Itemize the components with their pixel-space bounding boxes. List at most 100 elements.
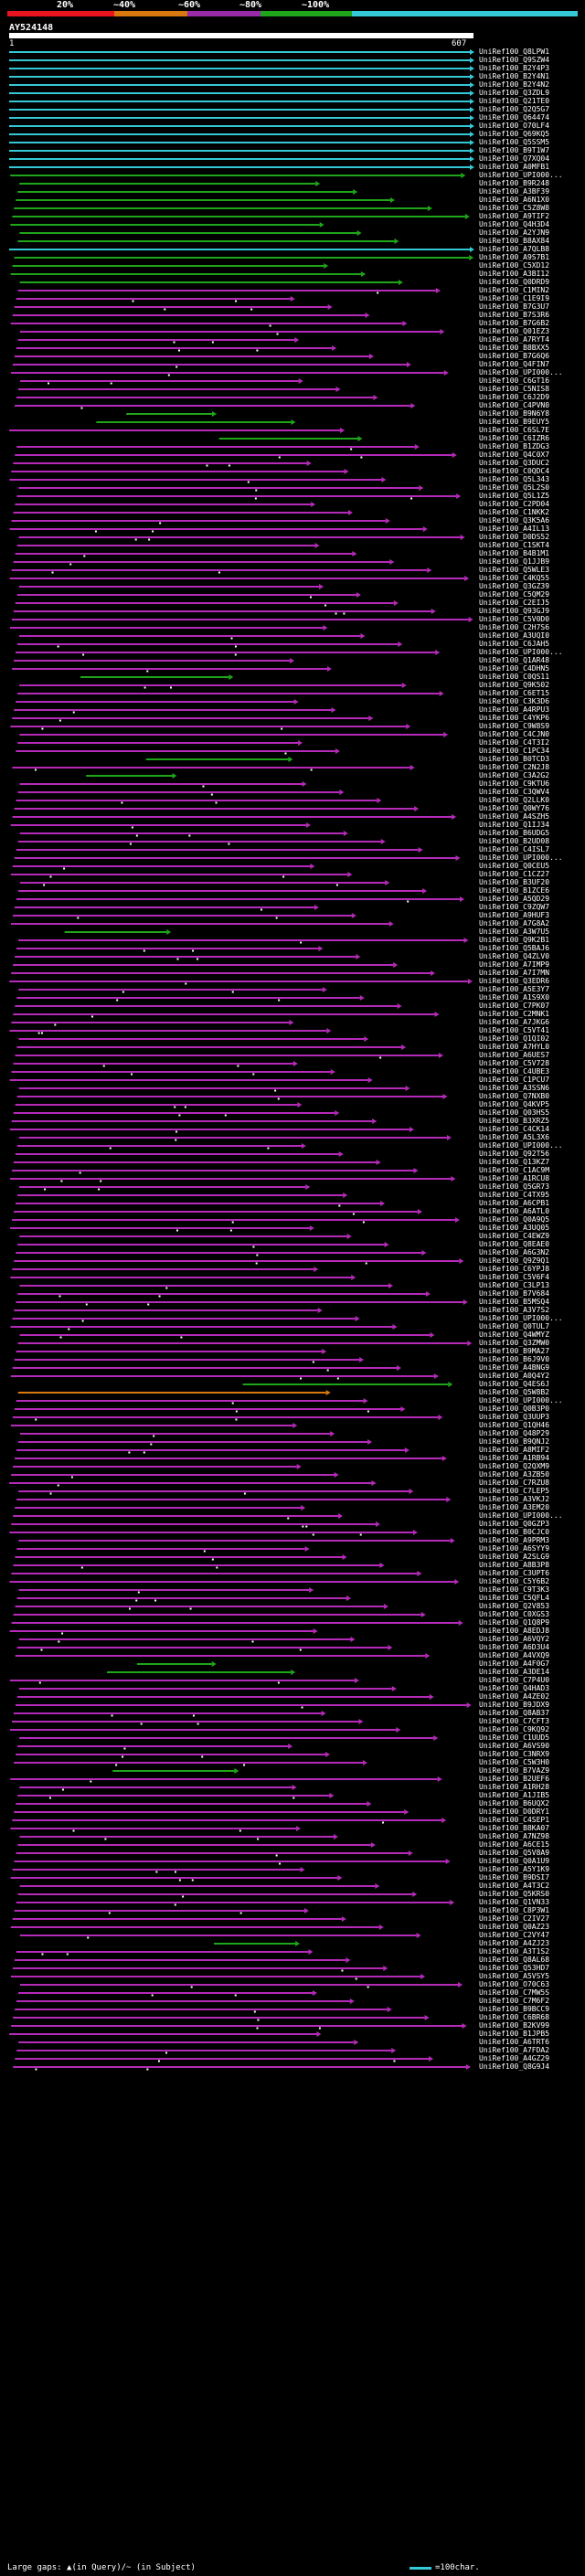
hit-label[interactable]: UniRef100_Q0AZ23 — [479, 1923, 550, 1931]
hit-label[interactable]: UniRef100_B9QNJ2 — [479, 1437, 550, 1446]
hit-label[interactable]: UniRef100_Q5KRS0 — [479, 1890, 550, 1898]
hit-label[interactable]: UniRef100_Q2QXM9 — [479, 1462, 550, 1470]
hit-label[interactable]: UniRef100_A8MIF2 — [479, 1446, 550, 1454]
hit-label[interactable]: UniRef100_Q5L2S0 — [479, 483, 550, 492]
hit-label[interactable]: UniRef100_A8EDJ8 — [479, 1627, 550, 1635]
hit-label[interactable]: UniRef100_B9BCC9 — [479, 2005, 550, 2013]
hit-label[interactable]: UniRef100_A6N1X0 — [479, 196, 550, 204]
hit-label[interactable]: UniRef100_A4BNG9 — [479, 1363, 550, 1372]
hit-label[interactable]: UniRef100_Q1IJ34 — [479, 821, 550, 829]
hit-label[interactable]: UniRef100_Q0B3P0 — [479, 1405, 550, 1413]
hit-label[interactable]: UniRef100_Q1AR48 — [479, 656, 550, 664]
hit-label[interactable]: UniRef100_C4KQ55 — [479, 574, 550, 582]
hit-label[interactable]: UniRef100_B7G3U7 — [479, 302, 550, 311]
hit-label[interactable]: UniRef100_C4ISL7 — [479, 845, 550, 853]
hit-label[interactable]: UniRef100_A7FDA2 — [479, 2046, 550, 2054]
hit-label[interactable]: UniRef100_C0QDC4 — [479, 467, 550, 475]
hit-label[interactable]: UniRef100_UPI000... — [479, 648, 563, 656]
hit-label[interactable]: UniRef100_B6J9V0 — [479, 1355, 550, 1363]
hit-label[interactable]: UniRef100_Q9K502 — [479, 681, 550, 689]
hit-label[interactable]: UniRef100_A7JKG6 — [479, 1018, 550, 1026]
hit-label[interactable]: UniRef100_Q1Q8P9 — [479, 1618, 550, 1627]
hit-label[interactable]: UniRef100_B9DSI7 — [479, 1873, 550, 1882]
hit-label[interactable]: UniRef100_A1S9X0 — [479, 993, 550, 1002]
hit-label[interactable]: UniRef100_O70C63 — [479, 1980, 550, 1988]
hit-label[interactable]: UniRef100_A2YJN9 — [479, 228, 550, 237]
hit-label[interactable]: UniRef100_A6VS90 — [479, 1742, 550, 1750]
hit-label[interactable]: UniRef100_Q4C0X7 — [479, 451, 550, 459]
hit-label[interactable]: UniRef100_Q03HS5 — [479, 1108, 550, 1117]
hit-label[interactable]: UniRef100_C3LP13 — [479, 1281, 550, 1289]
hit-label[interactable]: UniRef100_C1CZ27 — [479, 870, 550, 878]
hit-label[interactable]: UniRef100_C3UPT6 — [479, 1569, 550, 1577]
hit-label[interactable]: UniRef100_C1E9I9 — [479, 294, 550, 302]
hit-label[interactable]: UniRef100_D0DS52 — [479, 533, 550, 541]
hit-label[interactable]: UniRef100_C2N2J8 — [479, 763, 550, 771]
hit-label[interactable]: UniRef100_A5VSY5 — [479, 1972, 550, 1980]
hit-label[interactable]: UniRef100_A3V7S2 — [479, 1306, 550, 1314]
hit-label[interactable]: UniRef100_B2Y4N2 — [479, 80, 550, 89]
hit-label[interactable]: UniRef100_C3QWV4 — [479, 788, 550, 796]
hit-label[interactable]: UniRef100_A7NZ98 — [479, 1832, 550, 1840]
hit-label[interactable]: UniRef100_B7V684 — [479, 1289, 550, 1298]
hit-label[interactable]: UniRef100_A3BI12 — [479, 270, 550, 278]
hit-label[interactable]: UniRef100_B9JDX9 — [479, 1701, 550, 1709]
hit-label[interactable]: UniRef100_A6SYY9 — [479, 1544, 550, 1553]
hit-label[interactable]: UniRef100_C5QFL4 — [479, 1594, 550, 1602]
hit-label[interactable]: UniRef100_C5NIS8 — [479, 385, 550, 393]
hit-label[interactable]: UniRef100_Q0WY76 — [479, 804, 550, 812]
hit-label[interactable]: UniRef100_C6BR68 — [479, 2013, 550, 2021]
hit-label[interactable]: UniRef100_B7G6B2 — [479, 319, 550, 327]
hit-label[interactable]: UniRef100_UPI000... — [479, 853, 563, 862]
hit-label[interactable]: UniRef100_A6TRT6 — [479, 2038, 550, 2046]
hit-label[interactable]: UniRef100_Q0A1U9 — [479, 1857, 550, 1865]
hit-label[interactable]: UniRef100_C4UBE3 — [479, 1067, 550, 1076]
hit-label[interactable]: UniRef100_Q4ZLV0 — [479, 952, 550, 960]
hit-label[interactable]: UniRef100_C3A2G2 — [479, 771, 550, 779]
hit-label[interactable]: UniRef100_Q0TUL7 — [479, 1322, 550, 1330]
hit-label[interactable]: UniRef100_A6ATL0 — [479, 1207, 550, 1215]
hit-label[interactable]: UniRef100_C5Z8W8 — [479, 204, 550, 212]
hit-label[interactable]: UniRef100_Q5L1Z5 — [479, 492, 550, 500]
hit-label[interactable]: UniRef100_C9KTU6 — [479, 779, 550, 788]
hit-label[interactable]: UniRef100_C1MIN2 — [479, 286, 550, 294]
hit-label[interactable]: UniRef100_A9HUF3 — [479, 911, 550, 919]
hit-label[interactable]: UniRef100_Q64474 — [479, 113, 550, 122]
hit-label[interactable]: UniRef100_B0TCD3 — [479, 755, 550, 763]
hit-label[interactable]: UniRef100_Q2Q5G7 — [479, 105, 550, 113]
hit-label[interactable]: UniRef100_Q2V853 — [479, 1602, 550, 1610]
hit-label[interactable]: UniRef100_C8P3W1 — [479, 1906, 550, 1914]
hit-label[interactable]: UniRef100_C5V0D0 — [479, 615, 550, 623]
hit-label[interactable]: UniRef100_C7LEP5 — [479, 1487, 550, 1495]
hit-label[interactable]: UniRef100_Q8EAE0 — [479, 1240, 550, 1248]
hit-label[interactable]: UniRef100_UPI000... — [479, 368, 563, 376]
hit-label[interactable]: UniRef100_A8B3P8 — [479, 1561, 550, 1569]
hit-label[interactable]: UniRef100_C4CK14 — [479, 1125, 550, 1133]
hit-label[interactable]: UniRef100_Q1QI02 — [479, 1034, 550, 1043]
hit-label[interactable]: UniRef100_C9W8S9 — [479, 722, 550, 730]
hit-label[interactable]: UniRef100_A7IMP9 — [479, 960, 550, 969]
hit-label[interactable]: UniRef100_Q4KVP5 — [479, 1100, 550, 1108]
hit-label[interactable]: UniRef100_Q9SZW4 — [479, 56, 550, 64]
hit-label[interactable]: UniRef100_B8KA07 — [479, 1824, 550, 1832]
hit-label[interactable]: UniRef100_C1AC9M — [479, 1166, 550, 1174]
hit-label[interactable]: UniRef100_C0XGS3 — [479, 1610, 550, 1618]
hit-label[interactable]: UniRef100_C6GT16 — [479, 376, 550, 385]
hit-label[interactable]: UniRef100_A3SSN6 — [479, 1084, 550, 1092]
hit-label[interactable]: UniRef100_Q7NXB0 — [479, 1092, 550, 1100]
hit-label[interactable]: UniRef100_C3K3D6 — [479, 697, 550, 705]
hit-label[interactable]: UniRef100_UPI000... — [479, 171, 563, 179]
hit-label[interactable]: UniRef100_C5XD12 — [479, 261, 550, 270]
hit-label[interactable]: UniRef100_Q13KZ7 — [479, 1158, 550, 1166]
hit-label[interactable]: UniRef100_A7I7MN — [479, 969, 550, 977]
hit-label[interactable]: UniRef100_B3UF20 — [479, 878, 550, 886]
hit-label[interactable]: UniRef100_Q21TE0 — [479, 97, 550, 105]
hit-label[interactable]: UniRef100_Q53HD7 — [479, 1964, 550, 1972]
hit-label[interactable]: UniRef100_A3T1S2 — [479, 1947, 550, 1956]
hit-label[interactable]: UniRef100_B9R248 — [479, 179, 550, 187]
hit-label[interactable]: UniRef100_A5E3Y7 — [479, 985, 550, 993]
hit-label[interactable]: UniRef100_C1NKK2 — [479, 508, 550, 516]
hit-label[interactable]: UniRef100_C1SKT4 — [479, 541, 550, 549]
hit-label[interactable]: UniRef100_Q3K5A6 — [479, 516, 550, 525]
hit-label[interactable]: UniRef100_Q69KQ5 — [479, 130, 550, 138]
